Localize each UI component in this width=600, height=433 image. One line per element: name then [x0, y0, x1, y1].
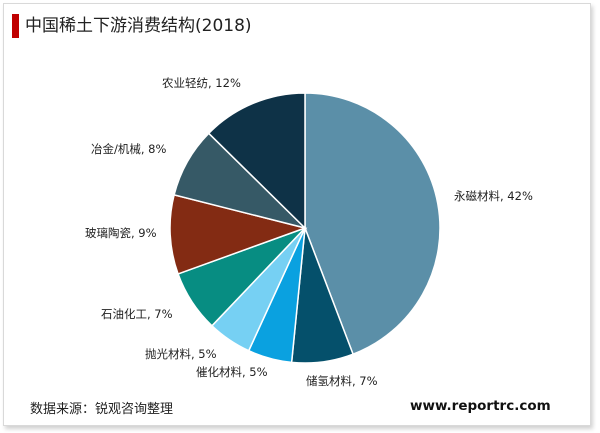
- website-link[interactable]: www.reportrc.com: [410, 398, 551, 414]
- slice-label-2: 储氢材料, 7%: [306, 374, 378, 388]
- chart-title: 中国稀土下游消费结构(2018): [25, 16, 252, 36]
- slice-label-4: 抛光材料, 5%: [145, 347, 217, 361]
- slice-label-6: 玻璃陶瓷, 9%: [85, 226, 157, 240]
- source-note: 数据来源：锐观咨询整理: [30, 402, 174, 417]
- slice-label-1: 永磁材料, 42%: [454, 189, 533, 203]
- pie-slice-1: [304, 92, 441, 356]
- pie-slice-6: [169, 193, 308, 275]
- title-accent-bar: [12, 14, 19, 38]
- slice-label-5: 石油化工, 7%: [101, 307, 173, 321]
- pie-slice-8: [207, 92, 306, 230]
- slice-label-8: 农业轻纺, 12%: [162, 76, 241, 90]
- slice-label-3: 催化材料, 5%: [196, 365, 268, 379]
- slice-label-7: 冶金/机械, 8%: [91, 142, 167, 156]
